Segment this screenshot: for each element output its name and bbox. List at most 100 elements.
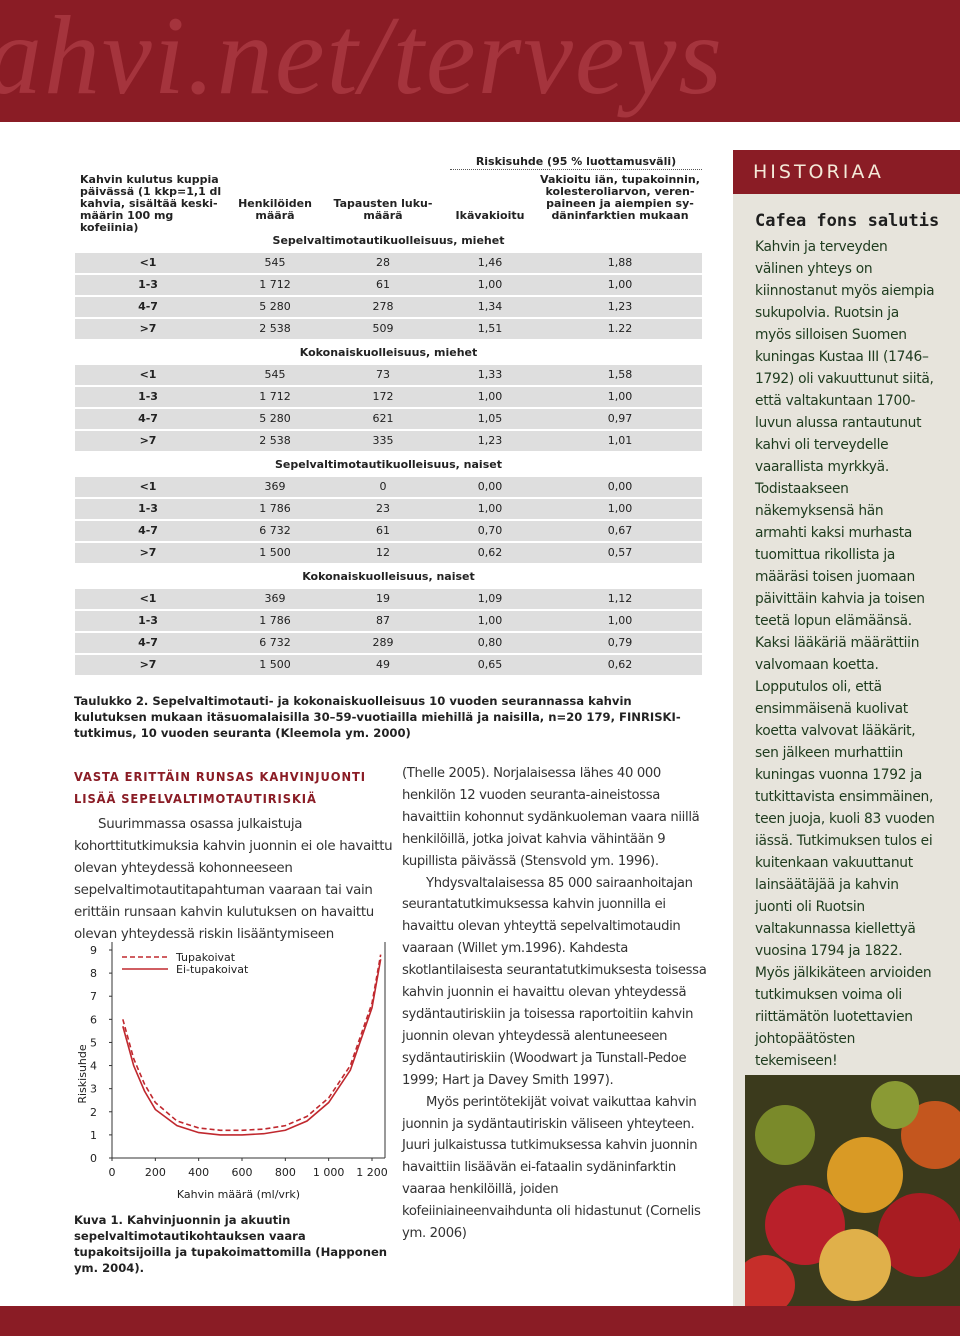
footer-band [0, 1306, 960, 1336]
table-cell: 0,00 [607, 480, 633, 493]
table-cell: 1.22 [607, 322, 633, 335]
table-cell: 1-3 [138, 614, 158, 627]
y-tick-label: 3 [90, 1083, 97, 1096]
table-row [75, 611, 702, 631]
table-row [75, 655, 702, 675]
column-header: Henkilöiden määrä [230, 198, 320, 222]
y-tick-label: 6 [90, 1013, 97, 1026]
column-header: Kahvin kulutus kuppia päivässä (1 kkp=1,1… [80, 174, 230, 234]
column-header: Vakioitu iän, tupakoinnin, kolesteroliarv… [540, 174, 700, 222]
table-row [75, 297, 702, 317]
sidebar-subtitle: Cafea fons salutis [755, 211, 940, 231]
table-cell: 1,34 [477, 300, 503, 313]
table-cell: 73 [376, 368, 390, 381]
series-line [122, 959, 382, 1136]
header-line: kahvia, sisältää keski- [80, 197, 218, 210]
table-cell: <1 [139, 256, 157, 269]
header-line: päivässä (1 kkp=1,1 dl [80, 185, 222, 198]
table-cell: >7 [139, 434, 157, 447]
table-cell: 0,80 [477, 636, 503, 649]
header-line: Ikävakioitu [455, 209, 525, 222]
table-cell: 278 [372, 300, 394, 313]
header-line: määrä [255, 209, 295, 222]
table-row [75, 365, 702, 385]
table-row [75, 319, 702, 339]
table-cell: 1,23 [607, 300, 633, 313]
table-cell: 2 538 [259, 434, 291, 447]
table-row [75, 477, 702, 497]
table-cell: 1 500 [259, 546, 291, 559]
table-cell: 509 [372, 322, 394, 335]
y-tick-label: 5 [90, 1036, 97, 1049]
y-tick-label: 8 [90, 967, 97, 980]
article-heading: VASTA ERITTÄIN RUNSAS KAHVINJUONTI LISÄÄ… [74, 766, 366, 810]
header-line: däninfarktien mukaan [551, 209, 689, 222]
header-line: Vakioitu iän, tupakoinnin, [540, 173, 700, 186]
site-title: ahvi.net/terveys [0, 0, 724, 118]
header-line: Kahvin kulutus kuppia [80, 173, 219, 186]
table: Riskisuhde (95 % luottamusväli) Kahvin ku… [0, 0, 733, 690]
table-cell: 1,00 [477, 390, 503, 403]
y-tick-label: 2 [90, 1106, 97, 1119]
table-cell: 1,01 [607, 434, 633, 447]
sidebar-title: HISTORIAA [733, 150, 960, 194]
table-cell: 0,62 [607, 658, 633, 671]
table-cell: 1 712 [259, 278, 291, 291]
intro: Suurimmassa osassa julkaistuja kohorttit… [74, 817, 393, 942]
table-cell: 87 [376, 614, 390, 627]
table-cell: 545 [264, 368, 286, 381]
table-row [75, 633, 702, 653]
table-cell: 1 786 [259, 502, 291, 515]
series-line [122, 954, 382, 1132]
table-cell: 1,00 [607, 502, 633, 515]
coffee-photo [745, 1075, 960, 1306]
table-cell: >7 [139, 546, 157, 559]
table-cell: >7 [139, 322, 157, 335]
table-cell: 1,00 [477, 614, 503, 627]
table-cell: 1 712 [259, 390, 291, 403]
chart: 0 1 2 3 4 5 6 7 8 9 0 200 400 600 800 1 000 1 200 Kahvin … [76, 942, 388, 1201]
table-cell: 23 [376, 502, 390, 515]
sidebar-text: Kahvin ja terveyden välinen yhteys on ki… [755, 239, 935, 1069]
header-line: Tapausten luku- [333, 197, 433, 210]
table-cell: 1,00 [607, 278, 633, 291]
table-cell: 545 [264, 256, 286, 269]
header-line: määrin 100 mg kofeiinia) [80, 209, 174, 234]
table-cell: 0 [379, 480, 387, 493]
heading-line: VASTA ERITTÄIN RUNSAS KAHVINJUONTI [74, 769, 366, 784]
table-cell: 1,58 [607, 368, 633, 381]
header-band: ahvi.net/terveys [0, 0, 960, 122]
figure-caption: Kuva 1. Kahvinjuonnin ja akuutin sepelva… [74, 1213, 388, 1275]
table-row [75, 387, 702, 407]
table-cell: 0,00 [477, 480, 503, 493]
paragraph: Myös perintötekijät voivat vaikuttaa kah… [402, 1094, 701, 1242]
header-line: määrä [363, 209, 403, 222]
table-cell: 289 [372, 636, 394, 649]
table-cell: 28 [376, 256, 390, 269]
table-cell: 1,23 [477, 434, 503, 447]
table-cell: 1,46 [477, 256, 503, 269]
section-title: Sepelvaltimotautikuolleisuus, miehet [272, 234, 505, 247]
table-cell: 172 [372, 390, 394, 403]
table-row [75, 253, 702, 273]
table-row [75, 431, 702, 451]
table-row [75, 409, 702, 429]
table-cell: <1 [139, 592, 157, 605]
section-title: Sepelvaltimotautikuolleisuus, naiset [275, 458, 502, 471]
table-cell: 0,67 [607, 524, 633, 537]
section-title: Kokonaiskuolleisuus, miehet [299, 346, 478, 359]
paragraph: (Thelle 2005). Norjalaisessa lähes 40 00… [402, 766, 700, 869]
table-cell: 4-7 [138, 412, 158, 425]
x-tick-label: 600 [232, 1166, 253, 1179]
table-cell: 5 280 [259, 300, 291, 313]
section-title: Kokonaiskuolleisuus, naiset [302, 570, 475, 583]
table-cell: 19 [376, 592, 390, 605]
x-tick-label: 200 [145, 1166, 166, 1179]
table-cell: 4-7 [138, 524, 158, 537]
table-cell: 4-7 [138, 636, 158, 649]
table-cell: 61 [376, 524, 390, 537]
heading-line: LISÄÄ SEPELVALTIMOTAUTIRISKIÄ [74, 791, 317, 806]
table-cell: >7 [139, 658, 157, 671]
table-cell: 12 [376, 546, 390, 559]
